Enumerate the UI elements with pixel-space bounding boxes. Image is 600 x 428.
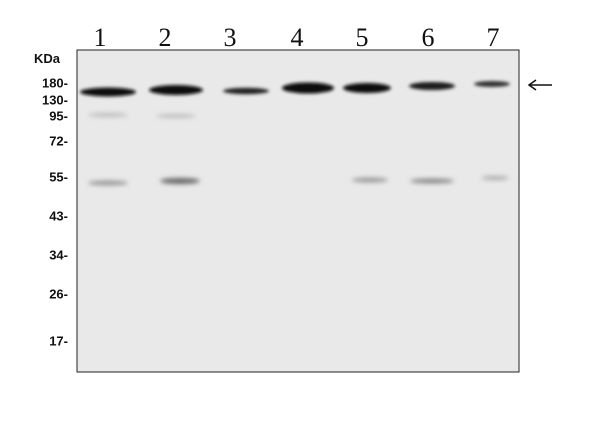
arrow — [527, 79, 552, 91]
marker-label: 43- — [49, 208, 68, 223]
marker-label: 55- — [49, 169, 68, 184]
membrane — [76, 49, 520, 373]
marker-label: 17- — [49, 333, 68, 348]
minor-bands — [88, 113, 509, 186]
lane-label: 5 — [356, 23, 369, 52]
marker-label: 34- — [49, 247, 68, 262]
marker-label: 26- — [49, 286, 68, 301]
marker-label: 180- — [42, 75, 68, 90]
lane-label: 3 — [224, 23, 237, 52]
marker-label: 72- — [49, 133, 68, 148]
marker-label: 95- — [49, 108, 68, 123]
lane-label: 4 — [291, 23, 304, 52]
lane-label: 1 — [94, 23, 107, 52]
lane-label: 7 — [487, 23, 500, 52]
lane-label: 2 — [159, 23, 172, 52]
marker-label: 130- — [42, 92, 68, 107]
lane-label: 6 — [422, 23, 435, 52]
main-bands — [80, 81, 510, 97]
unit-label: KDa — [34, 51, 61, 66]
